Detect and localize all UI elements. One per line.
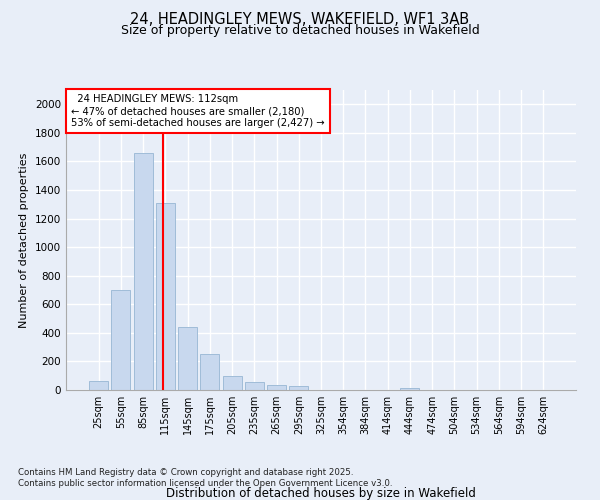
Bar (156, 203, 175, 390)
Bar (178, 327, 197, 390)
Bar (267, 385, 286, 390)
Bar (223, 376, 242, 390)
Bar (200, 354, 219, 390)
X-axis label: Distribution of detached houses by size in Wakefield: Distribution of detached houses by size … (166, 487, 476, 500)
Text: Size of property relative to detached houses in Wakefield: Size of property relative to detached ho… (121, 24, 479, 37)
Text: 24, HEADINGLEY MEWS, WAKEFIELD, WF1 3AB: 24, HEADINGLEY MEWS, WAKEFIELD, WF1 3AB (130, 12, 470, 28)
Text: Contains HM Land Registry data © Crown copyright and database right 2025.
Contai: Contains HM Land Registry data © Crown c… (18, 468, 392, 487)
Bar (245, 382, 264, 390)
Bar (134, 153, 152, 390)
Bar (400, 388, 419, 390)
Bar (112, 290, 130, 390)
Y-axis label: Number of detached properties: Number of detached properties (19, 152, 29, 328)
Text: 24 HEADINGLEY MEWS: 112sqm
← 47% of detached houses are smaller (2,180)
53% of s: 24 HEADINGLEY MEWS: 112sqm ← 47% of deta… (71, 94, 325, 128)
Bar (89, 380, 108, 390)
Bar (289, 386, 308, 390)
